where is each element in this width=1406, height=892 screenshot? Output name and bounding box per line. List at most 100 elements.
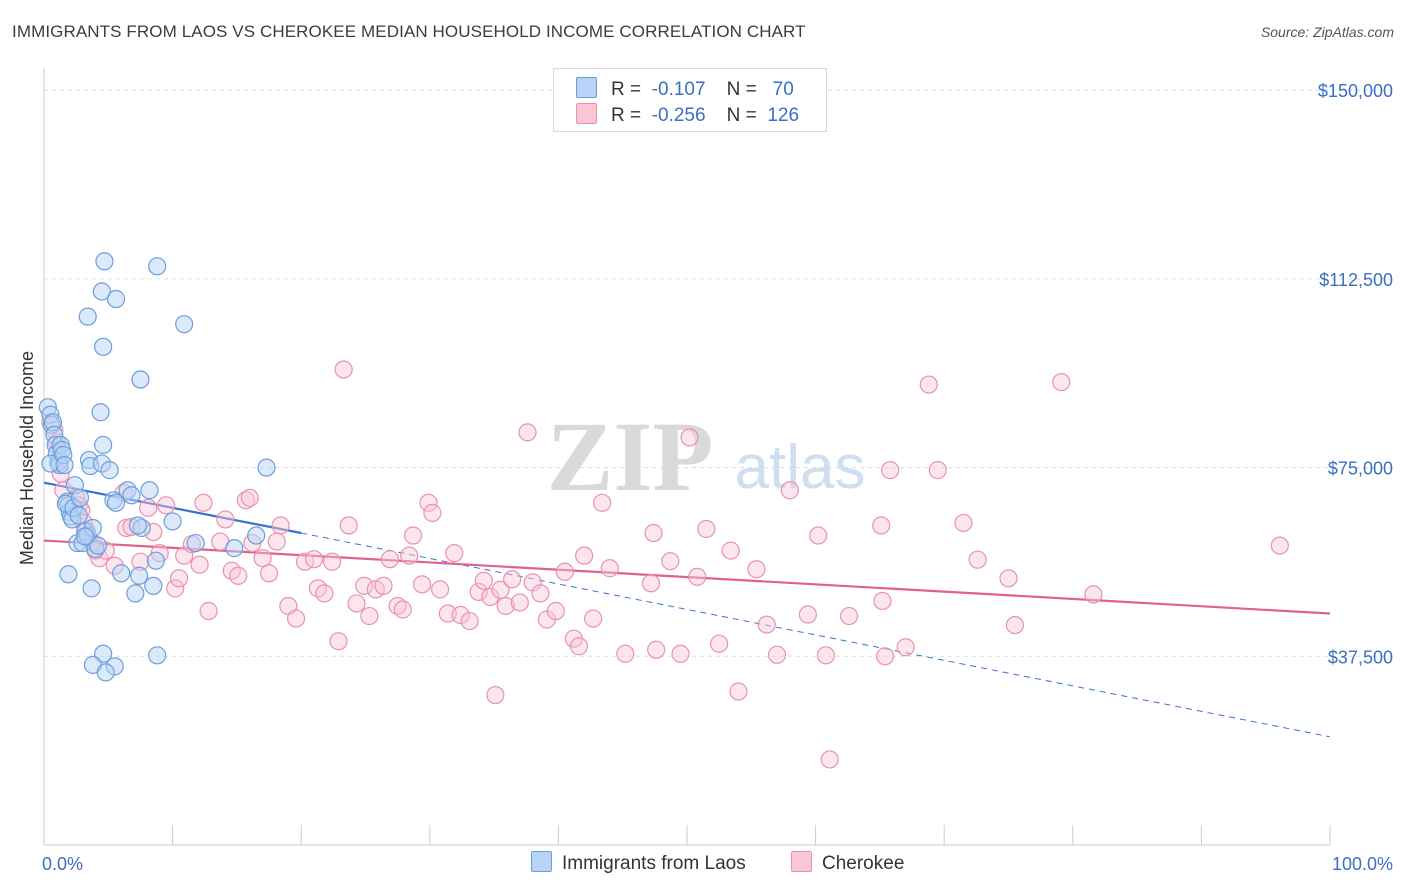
laos-point-38 bbox=[92, 282, 111, 301]
cherokee-point-74 bbox=[486, 685, 505, 705]
cherokee-point-108 bbox=[809, 526, 828, 545]
cherokee-n-value: 126 bbox=[767, 105, 800, 126]
cherokee-point-55 bbox=[360, 606, 379, 626]
laos-point-53 bbox=[140, 481, 159, 500]
cherokee-point-98 bbox=[688, 567, 707, 586]
cherokee-point-91 bbox=[616, 644, 635, 663]
laos-point-60 bbox=[225, 539, 244, 558]
laos-point-36 bbox=[94, 435, 113, 455]
cherokee-point-46 bbox=[304, 550, 324, 569]
cherokee-point-66 bbox=[430, 580, 450, 599]
bottom-legend-cherokee: Cherokee bbox=[791, 851, 904, 875]
cherokee-trend bbox=[43, 539, 1331, 615]
cherokee-point-57 bbox=[374, 576, 393, 595]
cherokee-point-103 bbox=[747, 560, 766, 579]
laos-point-23 bbox=[69, 506, 88, 525]
cherokee-point-104 bbox=[757, 615, 776, 634]
bottom-laos-label: Immigrants from Laos bbox=[562, 853, 746, 874]
cherokee-point-39 bbox=[253, 549, 272, 568]
laos-point-51 bbox=[128, 516, 147, 535]
cherokee-n-label: N = bbox=[726, 105, 757, 126]
cherokee-point-77 bbox=[503, 570, 522, 589]
bottom-legend-laos: Immigrants from Laos bbox=[531, 851, 746, 875]
y-tick-label-0: $37,500 bbox=[1328, 647, 1393, 667]
laos-point-66 bbox=[96, 663, 115, 682]
laos-trend-dashed bbox=[301, 532, 1331, 738]
laos-point-52 bbox=[131, 370, 150, 389]
cherokee-point-26 bbox=[169, 569, 189, 588]
laos-point-41 bbox=[94, 337, 113, 356]
y-tick-label-1: $75,000 bbox=[1328, 459, 1393, 479]
cherokee-point-124 bbox=[1084, 585, 1103, 604]
source-label: Source: ZipAtlas.com bbox=[1260, 24, 1394, 40]
laos-points bbox=[38, 252, 276, 682]
cherokee-point-73 bbox=[481, 587, 500, 607]
zipatlas-watermark: ZIP atlas bbox=[547, 401, 866, 512]
laos-point-61 bbox=[247, 526, 266, 545]
laos-point-54 bbox=[144, 576, 163, 595]
laos-point-40 bbox=[106, 289, 126, 309]
cherokee-point-116 bbox=[896, 638, 915, 657]
cherokee-point-33 bbox=[216, 510, 235, 529]
laos-point-37 bbox=[95, 252, 114, 271]
cherokee-point-60 bbox=[393, 600, 412, 619]
legend-row-cherokee: R = -0.256 N = 126 bbox=[576, 103, 799, 127]
cherokee-point-94 bbox=[644, 523, 663, 543]
cherokee-point-95 bbox=[661, 552, 680, 571]
bottom-cherokee-swatch bbox=[791, 851, 812, 872]
cherokee-point-68 bbox=[445, 544, 464, 563]
cherokee-point-107 bbox=[798, 605, 817, 624]
cherokee-point-101 bbox=[721, 541, 740, 560]
laos-point-44 bbox=[106, 493, 126, 512]
laos-n-label: N = bbox=[726, 79, 757, 100]
laos-point-34 bbox=[91, 403, 110, 422]
cherokee-point-125 bbox=[1270, 536, 1289, 555]
cherokee-swatch bbox=[576, 103, 597, 124]
cherokee-point-53 bbox=[347, 594, 366, 613]
cherokee-point-65 bbox=[423, 503, 442, 522]
cherokee-trend-solid bbox=[43, 539, 1331, 615]
cherokee-point-49 bbox=[322, 552, 342, 571]
cherokee-point-37 bbox=[240, 488, 259, 507]
cherokee-point-89 bbox=[593, 493, 612, 512]
cherokee-point-40 bbox=[259, 564, 279, 583]
cherokee-point-52 bbox=[339, 516, 358, 535]
laos-point-13 bbox=[55, 455, 74, 475]
cherokee-point-96 bbox=[671, 644, 690, 663]
cherokee-point-21 bbox=[139, 498, 158, 517]
x-tick-label-min: 0.0% bbox=[42, 854, 83, 874]
laos-n-value: 70 bbox=[772, 79, 794, 100]
cherokee-point-75 bbox=[491, 580, 510, 599]
cherokee-point-31 bbox=[199, 601, 218, 621]
cherokee-point-119 bbox=[954, 513, 973, 533]
laos-point-47 bbox=[122, 486, 141, 505]
laos-point-48 bbox=[126, 584, 145, 603]
laos-point-56 bbox=[148, 257, 167, 276]
cherokee-point-58 bbox=[380, 550, 400, 569]
legend-row-laos: R = -0.107 N = 70 bbox=[576, 77, 794, 101]
cherokee-point-90 bbox=[600, 559, 619, 578]
cherokee-point-99 bbox=[697, 519, 716, 539]
cherokee-point-121 bbox=[1005, 615, 1025, 635]
chart-title: IMMIGRANTS FROM LAOS VS CHEROKEE MEDIAN … bbox=[12, 22, 806, 41]
laos-point-68 bbox=[76, 527, 95, 546]
laos-point-33 bbox=[88, 536, 108, 555]
cherokee-point-50 bbox=[329, 632, 348, 651]
cherokee-point-118 bbox=[928, 461, 947, 480]
bottom-laos-swatch bbox=[531, 851, 552, 872]
watermark-atlas: atlas bbox=[735, 433, 866, 502]
laos-r-value: -0.107 bbox=[651, 79, 706, 100]
cherokee-point-70 bbox=[460, 611, 479, 631]
laos-point-57 bbox=[163, 512, 182, 531]
cherokee-point-76 bbox=[496, 596, 515, 616]
cherokee-r-value: -0.256 bbox=[651, 105, 706, 126]
laos-point-67 bbox=[148, 646, 167, 665]
laos-point-42 bbox=[100, 461, 119, 480]
laos-point-30 bbox=[82, 579, 101, 598]
cherokee-point-117 bbox=[919, 375, 938, 394]
cherokee-point-69 bbox=[451, 605, 470, 625]
laos-trend-solid bbox=[43, 481, 302, 535]
cherokee-point-35 bbox=[229, 566, 248, 585]
laos-point-58 bbox=[175, 315, 194, 334]
